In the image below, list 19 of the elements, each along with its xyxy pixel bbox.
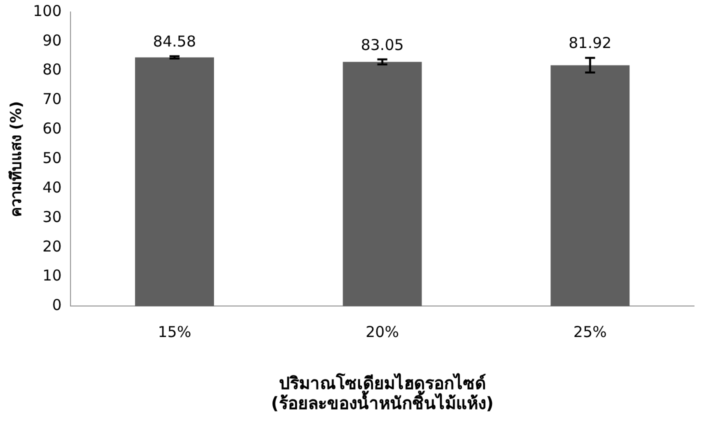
y-tick-label: 80 xyxy=(42,60,62,79)
y-axis-title: ความทึบแสง (%) xyxy=(6,101,25,218)
x-tick-label: 25% xyxy=(573,323,607,342)
y-tick-label: 100 xyxy=(32,2,62,20)
y-tick-label: 50 xyxy=(42,148,62,167)
x-tick-label: 15% xyxy=(158,323,192,342)
y-tick-label: 40 xyxy=(42,178,62,196)
x-tick-label: 20% xyxy=(366,323,399,342)
data-label: 81.92 xyxy=(568,34,612,52)
data-label: 83.05 xyxy=(360,36,404,54)
y-tick-label: 0 xyxy=(52,296,62,314)
y-tick-label: 30 xyxy=(42,208,62,226)
y-tick-label: 10 xyxy=(42,266,62,285)
y-tick-label: 70 xyxy=(42,90,62,108)
y-tick-label: 90 xyxy=(42,31,62,50)
data-label: 84.58 xyxy=(153,32,196,51)
y-tick-label: 60 xyxy=(42,120,62,138)
x-axis-title: ปริมาณโซเดียมไฮดรอกไซด์ (ร้อยละของน้ำหนักชิ้นไม้แห้ง) xyxy=(271,372,494,414)
y-tick-label: 20 xyxy=(42,237,62,256)
